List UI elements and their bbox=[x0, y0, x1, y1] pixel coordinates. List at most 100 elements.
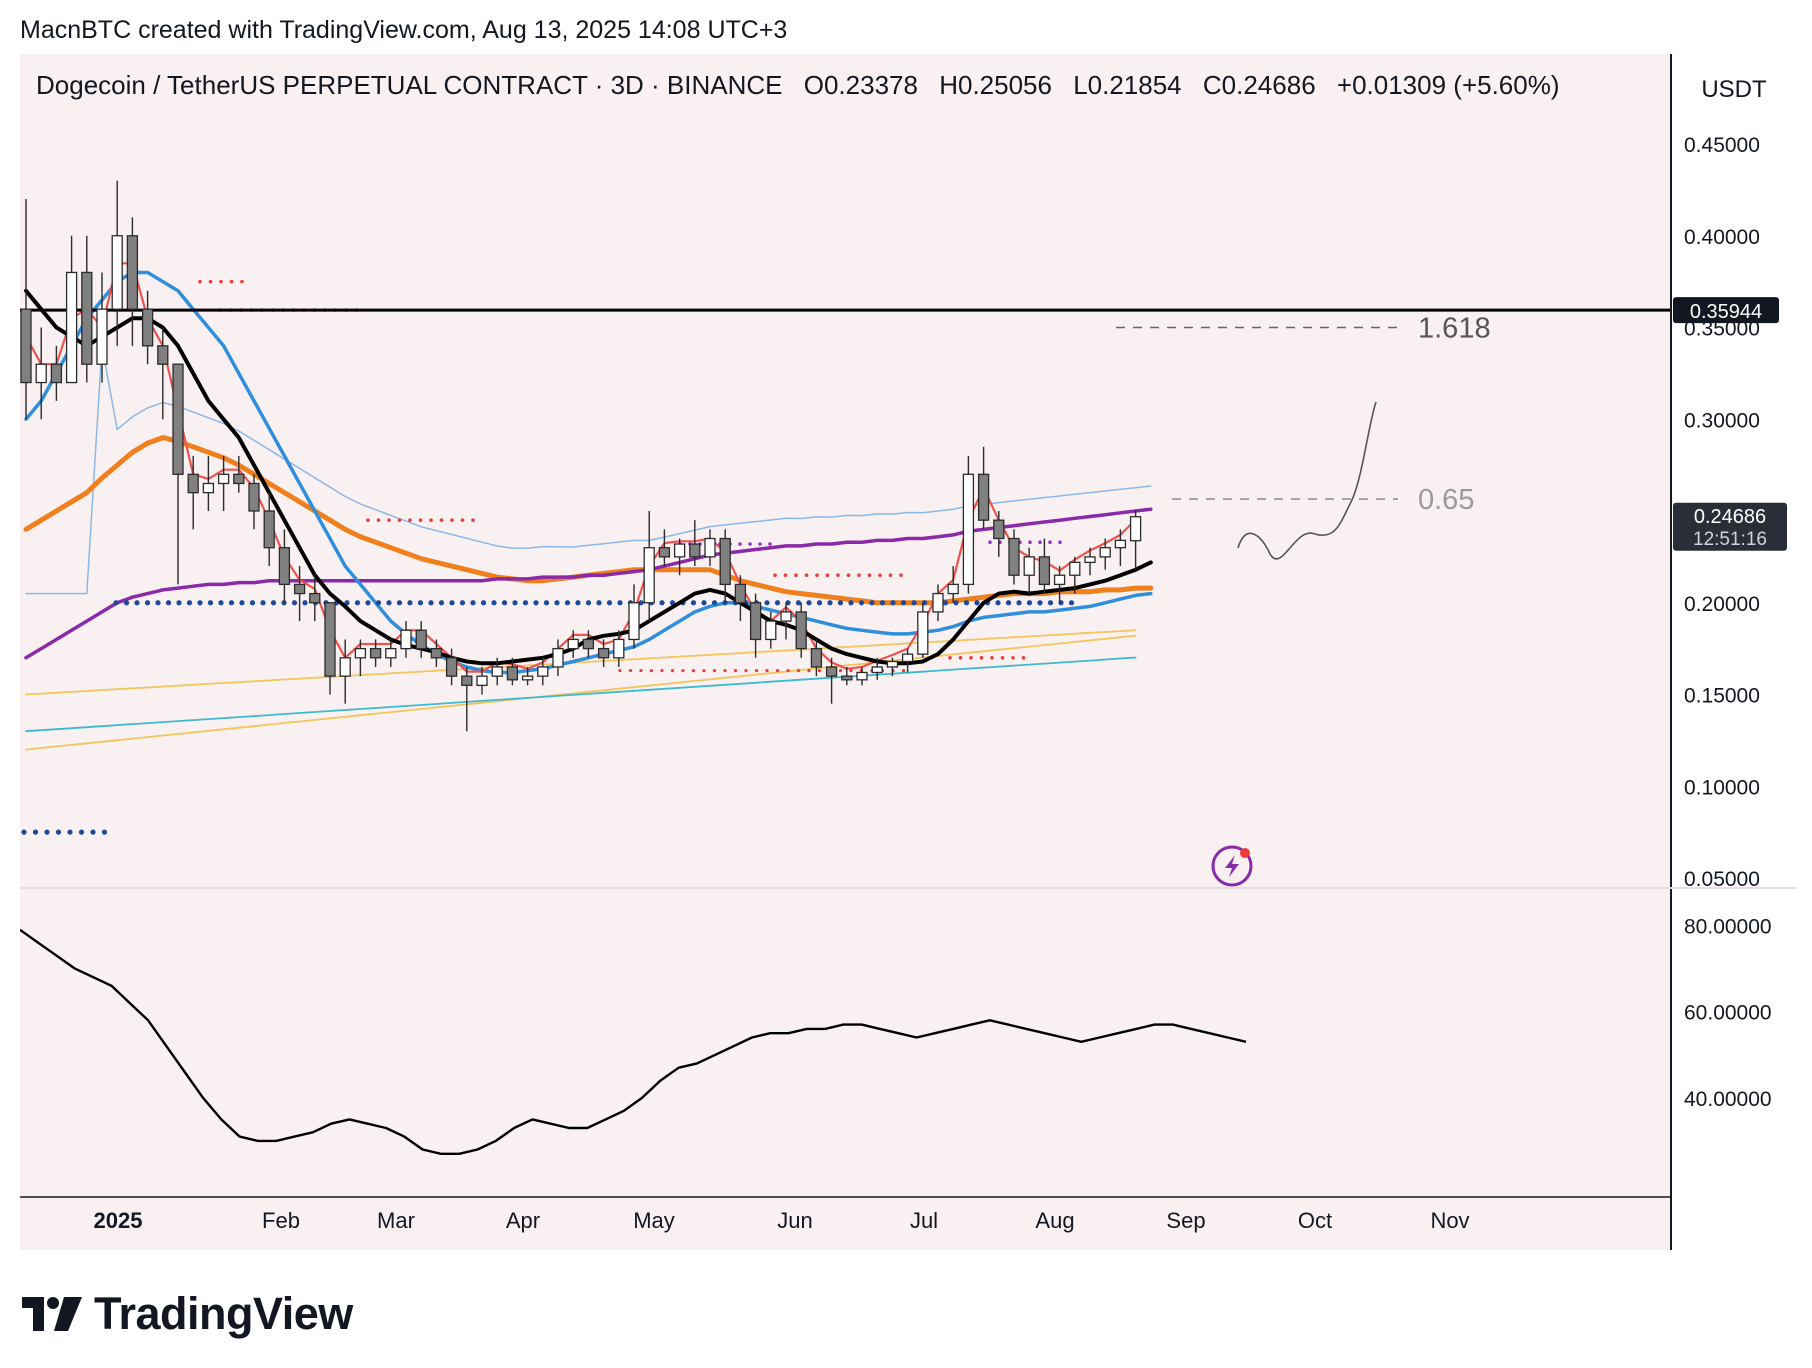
symbol-header: Dogecoin / TetherUS PERPETUAL CONTRACT ·… bbox=[36, 70, 1560, 100]
support-dot bbox=[533, 600, 539, 606]
resistance-dot bbox=[849, 669, 853, 673]
resistance-dot bbox=[681, 669, 685, 673]
candle-body bbox=[1069, 561, 1081, 576]
candle-body bbox=[400, 629, 412, 650]
support-dot bbox=[260, 600, 266, 606]
candle-body bbox=[369, 647, 382, 659]
time-tick-label: May bbox=[633, 1208, 675, 1233]
candle-body bbox=[749, 602, 762, 641]
candle-body bbox=[96, 308, 108, 365]
red-fast-line bbox=[24, 262, 1137, 673]
price-tick-label: 0.30000 bbox=[1684, 409, 1760, 432]
purple-dot bbox=[738, 542, 742, 546]
resistance-dot bbox=[712, 669, 717, 673]
gold-band-lower bbox=[25, 634, 1137, 751]
time-tick-label: 2025 bbox=[94, 1208, 143, 1233]
chart-container[interactable]: 1.618 0.65 Dogecoin / TetherUS PERPETUAL … bbox=[20, 54, 1796, 1250]
support-dot bbox=[449, 600, 455, 606]
resistance-dot bbox=[796, 669, 801, 673]
candle-body bbox=[673, 543, 686, 558]
rsi-tick-label: 40.00000 bbox=[1684, 1088, 1772, 1111]
candle-body bbox=[597, 647, 610, 659]
support-dot bbox=[101, 829, 108, 835]
support-dot bbox=[963, 600, 970, 606]
candle-body bbox=[932, 592, 944, 613]
support-dot bbox=[1047, 600, 1054, 606]
candle-body bbox=[415, 629, 427, 650]
candle-body bbox=[1038, 556, 1051, 586]
support-dot bbox=[428, 600, 434, 606]
candle-body bbox=[810, 647, 823, 668]
support-dot bbox=[869, 600, 875, 606]
support-dot bbox=[491, 600, 497, 606]
purple-dot bbox=[1058, 540, 1062, 544]
candle-body bbox=[50, 363, 63, 384]
support-dot bbox=[1037, 600, 1043, 606]
candle-body bbox=[917, 611, 929, 655]
support-dot bbox=[638, 600, 644, 606]
support-dot bbox=[512, 600, 518, 606]
support-dot bbox=[848, 600, 854, 606]
support-dot bbox=[995, 600, 1001, 606]
support-dot bbox=[470, 600, 476, 606]
candle-body bbox=[1129, 516, 1142, 542]
support-dot bbox=[974, 600, 980, 606]
support-dot bbox=[858, 600, 865, 606]
time-tick-label: Mar bbox=[377, 1208, 415, 1233]
candle-body bbox=[111, 235, 123, 310]
support-dot bbox=[1026, 600, 1033, 606]
candle-body bbox=[658, 547, 671, 558]
resistance-dot bbox=[733, 669, 738, 673]
resistance-dot bbox=[418, 518, 423, 522]
support-dot bbox=[554, 600, 560, 606]
price-axis-background bbox=[1671, 54, 1796, 1250]
candle-body bbox=[825, 666, 838, 677]
level-price-tag bbox=[1673, 297, 1779, 324]
support-dot bbox=[155, 600, 161, 606]
resistance-dot bbox=[1011, 656, 1015, 660]
support-dot bbox=[900, 600, 907, 606]
support-dot bbox=[144, 600, 151, 606]
candle-body bbox=[962, 473, 975, 586]
support-dot bbox=[291, 600, 298, 606]
candle-body bbox=[993, 519, 1005, 540]
support-dot bbox=[953, 600, 959, 606]
support-dot bbox=[501, 600, 508, 606]
support-dot bbox=[407, 600, 413, 606]
resistance-dot bbox=[804, 573, 809, 578]
time-tick-label: Jul bbox=[910, 1208, 938, 1233]
support-dot bbox=[417, 600, 424, 606]
purple-dot bbox=[768, 542, 772, 546]
resistance-dot bbox=[397, 518, 402, 522]
currency-button[interactable] bbox=[1678, 62, 1790, 114]
support-dot bbox=[1005, 600, 1012, 606]
resistance-dot bbox=[773, 573, 777, 578]
support-dot bbox=[690, 600, 697, 606]
chart-credit: MacnBTC created with TradingView.com, Au… bbox=[20, 16, 788, 44]
candle-body bbox=[20, 308, 32, 384]
low-value: L0.21854 bbox=[1073, 70, 1181, 100]
support-dot bbox=[606, 600, 613, 606]
support-dot bbox=[386, 600, 392, 606]
support-dot bbox=[239, 600, 245, 606]
last-price-label: 0.24686 bbox=[1694, 506, 1766, 528]
price-chart[interactable]: 1.618 0.65 Dogecoin / TetherUS PERPETUAL … bbox=[20, 54, 1796, 1250]
candle-body bbox=[537, 666, 549, 677]
support-dot bbox=[480, 600, 487, 606]
high-value: H0.25056 bbox=[939, 70, 1052, 100]
resistance-dot bbox=[628, 669, 633, 673]
candle-body bbox=[445, 657, 458, 677]
support-dot bbox=[459, 600, 466, 606]
candle-body bbox=[947, 583, 959, 595]
candle-body bbox=[157, 345, 169, 365]
resistance-dot bbox=[825, 573, 830, 578]
support-dot bbox=[186, 600, 193, 606]
time-tick-label: Aug bbox=[1035, 1208, 1074, 1233]
rsi-line bbox=[20, 928, 1247, 1156]
support-dot bbox=[522, 600, 529, 606]
candle-body bbox=[1099, 547, 1111, 558]
support-dot bbox=[774, 600, 781, 606]
support-dot bbox=[596, 600, 602, 606]
candle-body bbox=[977, 473, 990, 521]
lightning-alert-icon[interactable] bbox=[1211, 845, 1253, 887]
